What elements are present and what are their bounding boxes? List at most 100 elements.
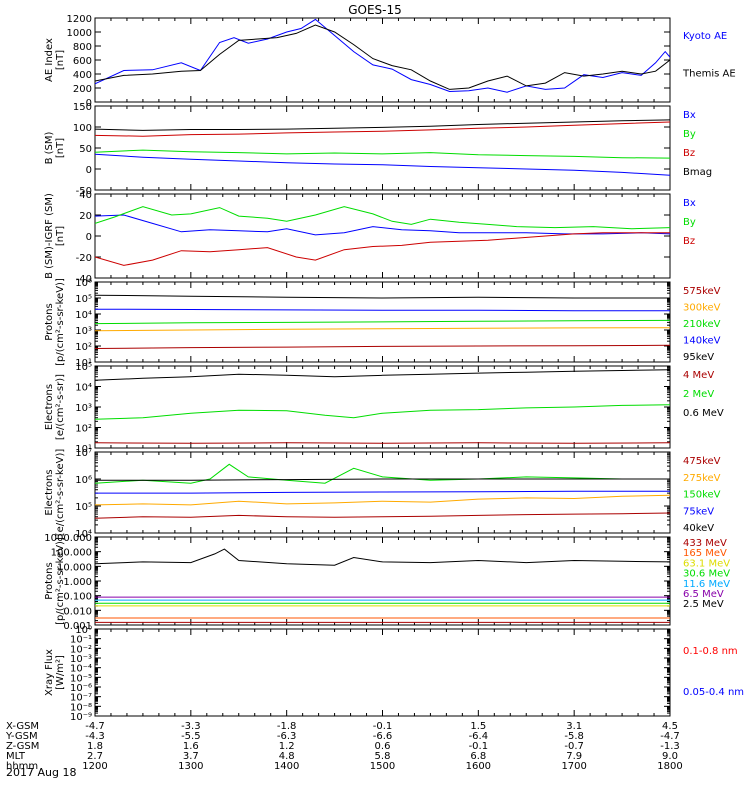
ephemeris-value: 1.6 xyxy=(183,741,199,752)
ephemeris-value: 4.8 xyxy=(279,751,295,762)
y-tick-label: 0 xyxy=(86,98,92,109)
legend-entry: 95keV xyxy=(683,352,714,363)
ephemeris-row-label: Z-GSM xyxy=(6,741,39,752)
y-tick-label: 10⁵ xyxy=(75,502,92,513)
ephemeris-value: 4.5 xyxy=(662,721,678,732)
y-tick-label: 600 xyxy=(73,56,92,67)
ephemeris-value: -1.8 xyxy=(277,721,297,732)
series-line-475kev xyxy=(95,512,670,519)
y-tick-label: 10⁴ xyxy=(75,529,92,540)
y-tick-label: 10³ xyxy=(75,326,92,337)
y-tick-label: 10⁻² xyxy=(70,644,92,655)
series-line-140kev xyxy=(95,308,670,312)
legend-entry: Bx xyxy=(683,198,696,209)
y-tick-label: 10¹ xyxy=(75,358,92,369)
y-tick-label: 40 xyxy=(79,190,92,201)
panel-3: -40 -20 0 20 40 B (SM)-IGRF (SM) [nT] Bx By Bz xyxy=(44,190,696,285)
legend-entry: 6.5 MeV xyxy=(683,589,724,600)
series-line-275kev xyxy=(95,494,670,506)
series-line-300kev xyxy=(95,327,670,332)
y-tick-label: 100 xyxy=(73,123,92,134)
series-line-4-mev xyxy=(95,442,670,444)
y-tick-label: 1200 xyxy=(67,14,92,25)
y-tick-label: 10⁵ xyxy=(75,362,92,373)
ephemeris-value: -0.1 xyxy=(373,721,393,732)
y-tick-label: 10⁻⁸ xyxy=(70,702,92,713)
y-tick-label: 400 xyxy=(73,70,92,81)
legend-entry: 210keV xyxy=(683,319,721,330)
panel-1: 0 200 400 600 800 1000 1200 AE Index [nT] Kyoto A… xyxy=(44,14,736,109)
legend-entry: By xyxy=(683,217,696,228)
y-axis-title: Electrons xyxy=(44,384,55,430)
series-line-575kev xyxy=(95,344,670,349)
ephemeris-value: 1700 xyxy=(561,761,586,772)
y-tick-label: 800 xyxy=(73,42,92,53)
legend-entry: Bz xyxy=(683,148,695,159)
panel-5: 10¹ 10² 10³ 10⁴ 10⁵ Electrons [e/(cm²-s-sr)] 4 … xyxy=(44,362,724,455)
legend-entry: 433 MeV xyxy=(683,538,727,549)
y-tick-label: 10⁻⁷ xyxy=(70,693,92,704)
legend-entry: Bx xyxy=(683,110,696,121)
y-tick-label: 1000 xyxy=(67,28,92,39)
y-tick-label: 0 xyxy=(86,165,92,176)
series-group xyxy=(95,463,670,519)
ephemeris-value: -5.8 xyxy=(564,731,584,742)
panel-6: 10⁴ 10⁵ 10⁶ 10⁷ Electrons [e/(cm²-s-sr-keV)] 4… xyxy=(44,448,721,540)
panel-4: 10¹ 10² 10³ 10⁴ 10⁵ 10⁶ Protons [p/(cm²-s-sr-ke… xyxy=(44,278,721,369)
ephemeris-value: -5.5 xyxy=(181,731,201,742)
y-axis-unit: [p/(cm²-s-sr-keV)] xyxy=(55,537,66,625)
y-tick-label: 10⁻⁶ xyxy=(70,683,92,694)
y-tick-label: 1.000 xyxy=(63,577,92,588)
y-axis-title: Xray Flux xyxy=(44,649,55,696)
y-tick-label: 10⁻⁴ xyxy=(70,664,92,675)
ephemeris-value: -4.3 xyxy=(85,731,105,742)
legend-entry: 0.05-0.4 nm xyxy=(683,687,744,698)
y-tick-label: 10⁶ xyxy=(75,475,92,486)
series-line-2-mev xyxy=(95,404,670,420)
legend-entry: 2.5 MeV xyxy=(683,599,724,610)
y-axis-title: B (SM) xyxy=(44,131,55,164)
legend-entry: 63.1 MeV xyxy=(683,558,730,569)
ephemeris-value: 1800 xyxy=(657,761,682,772)
panel-frame xyxy=(94,17,671,103)
panel-frame xyxy=(94,105,671,191)
legend-entry: 150keV xyxy=(683,490,721,501)
ephemeris-value: 1300 xyxy=(178,761,203,772)
y-axis-title: B (SM)-IGRF (SM) xyxy=(44,193,55,279)
y-axis-unit: [e/(cm²-s-sr)] xyxy=(55,374,66,440)
series-line-bx xyxy=(95,214,670,236)
y-tick-label: 1000.000 xyxy=(44,533,92,544)
y-tick-label: 10⁶ xyxy=(75,278,92,289)
y-tick-label: 20 xyxy=(79,211,92,222)
ephemeris-value: 1500 xyxy=(370,761,395,772)
y-tick-label: 10⁻⁵ xyxy=(70,673,92,684)
series-line-2-5-mev xyxy=(95,548,670,566)
ephemeris-row-label: MLT xyxy=(6,751,26,762)
series-group xyxy=(95,369,670,444)
ephemeris-value: 3.1 xyxy=(566,721,582,732)
y-tick-label: 100.000 xyxy=(51,548,92,559)
legend-entry: 0.6 MeV xyxy=(683,408,724,419)
series-line-themis-ae xyxy=(95,24,670,90)
series-group xyxy=(95,294,670,349)
y-tick-label: 0.100 xyxy=(63,592,92,603)
y-axis-title: Protons xyxy=(44,562,55,599)
y-tick-label: 10⁴ xyxy=(75,383,92,394)
y-tick-label: 0.001 xyxy=(63,621,92,632)
y-axis-title: Protons xyxy=(44,303,55,340)
legend-entry: 300keV xyxy=(683,303,721,314)
ephemeris-value: 9.0 xyxy=(662,751,678,762)
y-tick-label: 10⁻³ xyxy=(70,654,92,665)
y-axis-unit: [p/(cm²-s-sr-keV)] xyxy=(55,278,66,366)
panel-frame xyxy=(94,628,671,717)
legend-entry: 2 MeV xyxy=(683,389,714,400)
y-tick-label: 10⁰ xyxy=(75,625,92,636)
ephemeris-value: 7.9 xyxy=(566,751,582,762)
y-tick-label: 0.010 xyxy=(63,606,92,617)
legend-entry: Kyoto AE xyxy=(683,31,727,42)
series-group xyxy=(95,18,670,93)
panel-frame xyxy=(94,193,671,279)
ephemeris-row-label: hhmm xyxy=(6,761,38,772)
panel-frame xyxy=(94,536,671,626)
